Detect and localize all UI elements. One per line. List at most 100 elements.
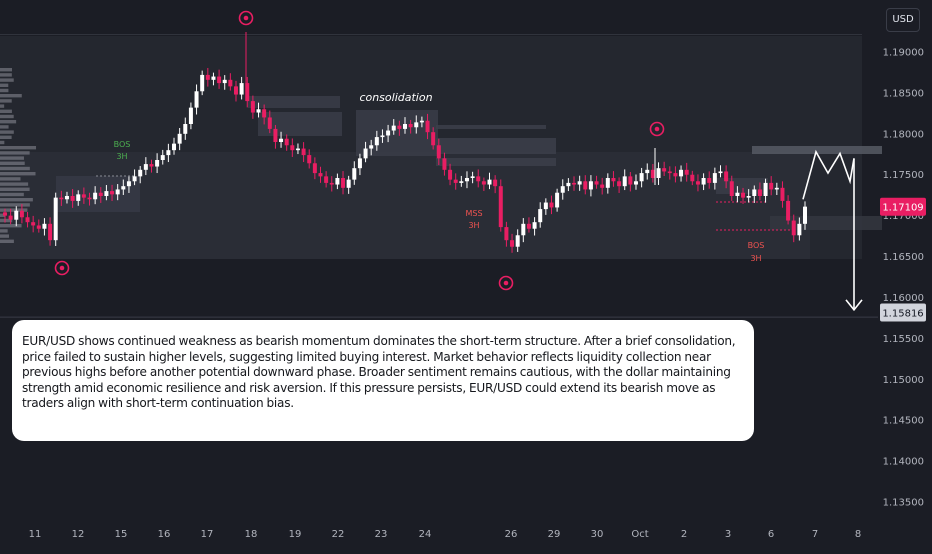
candle-body (307, 155, 312, 164)
candle-body (250, 101, 255, 113)
bearish-candle (504, 221, 509, 247)
candle-body (369, 145, 374, 149)
projection-path (802, 149, 855, 200)
bullish-candle (633, 174, 638, 190)
arrow-down-icon (845, 299, 863, 312)
bullish-candle (566, 178, 571, 192)
bearish-candle (786, 195, 791, 225)
bearish-candle (442, 152, 447, 176)
bullish-candle (279, 131, 284, 148)
bullish-candle (414, 115, 419, 134)
bearish-candle (724, 165, 729, 189)
volume-profile-bar (0, 130, 14, 134)
candle-body (318, 173, 323, 177)
candle-body (256, 109, 261, 113)
bullish-candle (543, 198, 548, 215)
candle-body (583, 181, 588, 190)
volume-profile-bar (0, 78, 14, 82)
bullish-candle (143, 157, 148, 176)
bullish-candle (295, 143, 300, 155)
candle-body (605, 178, 610, 188)
candle-body (149, 164, 154, 167)
y-tick-label: 1.18500 (883, 88, 924, 99)
bearish-candle (307, 149, 312, 169)
range-top-line (0, 34, 862, 35)
candle-body (391, 125, 396, 131)
current-price-tag (880, 197, 926, 216)
bearish-candle (59, 190, 64, 206)
candle-body (200, 74, 205, 92)
bearish-candle (262, 104, 267, 125)
volume-profile-bar (0, 120, 17, 124)
currency-selector[interactable]: USD (886, 8, 920, 32)
candle-body (560, 186, 565, 193)
bullish-candle (160, 149, 165, 165)
bos-label-right: BOS (748, 241, 765, 250)
candle-body (172, 143, 177, 151)
candle-body (459, 181, 464, 183)
bullish-candle (645, 163, 650, 180)
bullish-candle (76, 190, 81, 206)
target-marker-icon (498, 275, 514, 291)
target-marker-icon (649, 121, 665, 137)
candle-body (763, 182, 768, 196)
bearish-candle (425, 113, 430, 140)
candle-body (335, 178, 340, 185)
y-tick-label: 1.15000 (883, 375, 924, 386)
bullish-candle (115, 184, 120, 201)
candle-body (594, 181, 599, 185)
bearish-candle (667, 166, 672, 180)
bearish-candle (684, 162, 689, 182)
volume-profile-bar (0, 224, 22, 228)
bearish-candle (3, 208, 7, 223)
volume-profile-bar (0, 88, 9, 93)
bearish-candle (453, 173, 458, 190)
bullish-candle (357, 153, 362, 176)
candle-body (555, 192, 560, 208)
bearish-candle (324, 171, 329, 188)
x-tick-label: 24 (419, 529, 432, 540)
candle-body (295, 148, 300, 151)
volume-profile-bar (0, 239, 14, 243)
candle-body (645, 169, 650, 174)
candle-body (205, 74, 210, 80)
bullish-candle (459, 175, 464, 187)
volume-profile-bar (0, 94, 22, 98)
bullish-candle (746, 189, 751, 203)
bullish-candle (538, 202, 543, 228)
candle-body (188, 107, 193, 124)
candle-body (673, 173, 678, 177)
candle-body (797, 223, 802, 236)
bearish-candle (36, 219, 41, 233)
candle-body (526, 223, 531, 229)
candle-body (14, 210, 19, 220)
bearish-candle (267, 110, 272, 134)
order-block-18-a (248, 96, 340, 108)
candle-body (183, 124, 188, 134)
candle-body (791, 220, 796, 236)
bearish-candle (436, 138, 441, 166)
bearish-candle (98, 187, 103, 203)
bullish-candle (239, 76, 244, 100)
bullish-candle (605, 173, 610, 194)
candle-body (397, 125, 402, 129)
candle-body (357, 158, 362, 169)
x-tick-label: 7 (812, 529, 818, 540)
bearish-candle (290, 138, 295, 157)
y-tick-label: 1.16500 (883, 252, 924, 263)
marker-dot (243, 15, 249, 21)
bullish-candle (346, 175, 351, 194)
bearish-candle (81, 187, 86, 204)
bearish-candle (600, 177, 605, 195)
candle-body (498, 186, 503, 228)
volume-profile-bar (0, 182, 29, 186)
volume-profile-bar (0, 187, 30, 191)
bullish-candle (138, 166, 143, 184)
y-tick-label: 1.14000 (883, 457, 924, 468)
x-tick-label: 3 (725, 529, 731, 540)
bearish-candle (769, 176, 774, 196)
bearish-candle (431, 127, 436, 150)
volume-profile-bar (0, 140, 5, 145)
candle-body (436, 145, 441, 159)
candle-body (414, 122, 419, 128)
